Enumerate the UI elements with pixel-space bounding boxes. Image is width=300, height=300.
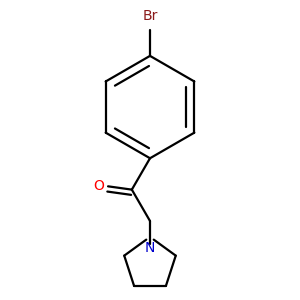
Text: Br: Br [142,9,158,23]
Text: O: O [93,179,104,193]
Text: N: N [145,241,155,255]
